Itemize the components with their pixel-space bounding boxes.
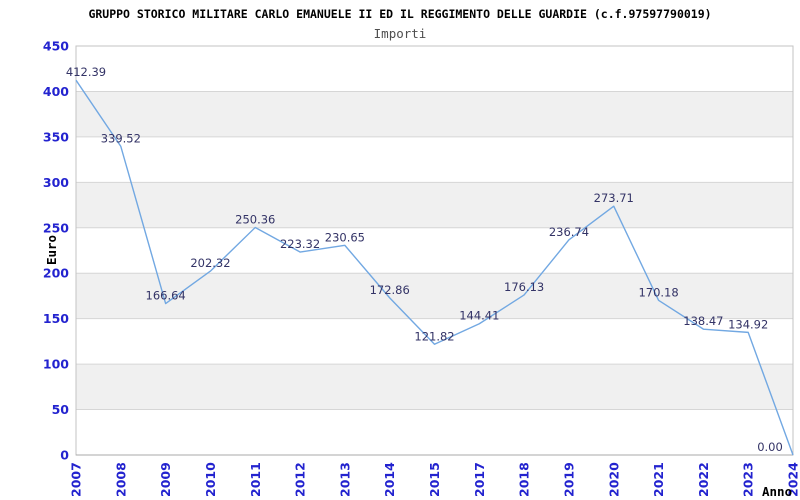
- x-tick-label: 2022: [696, 462, 711, 497]
- data-point-label: 134.92: [728, 317, 768, 331]
- x-tick-label: 2008: [113, 462, 128, 497]
- x-tick-label: 2011: [248, 462, 263, 497]
- data-line: [75, 79, 794, 456]
- y-tick-label: 400: [43, 84, 69, 99]
- plot-band: [76, 91, 793, 137]
- x-tick-label: 2017: [472, 462, 487, 497]
- x-axis-title: Anno: [762, 484, 792, 499]
- data-point-label: 236.74: [549, 225, 589, 239]
- y-tick-label: 200: [43, 266, 69, 281]
- data-point-label: 176.13: [504, 280, 544, 294]
- y-tick-label: 100: [43, 357, 69, 372]
- x-tick-label: 2013: [337, 462, 352, 497]
- x-tick-label: 2021: [651, 462, 666, 497]
- data-point-label: 339.52: [101, 131, 141, 145]
- chart-subtitle: Importi: [373, 26, 427, 41]
- data-point-label: 202.32: [190, 256, 230, 270]
- data-point-label: 138.47: [683, 314, 723, 328]
- x-tick-label: 2015: [427, 462, 442, 497]
- x-tick-label: 2012: [293, 462, 308, 497]
- x-tick-label: 2024: [786, 462, 800, 497]
- y-tick-label: 350: [43, 129, 69, 144]
- y-tick-label: 50: [52, 402, 70, 417]
- plot-band: [76, 364, 793, 410]
- x-tick-label: 2014: [382, 462, 397, 497]
- chart-title: GRUPPO STORICO MILITARE CARLO EMANUELE I…: [88, 7, 712, 21]
- data-point-label: 273.71: [594, 191, 634, 205]
- data-point-label: 170.18: [638, 285, 678, 299]
- y-tick-label: 0: [60, 448, 69, 463]
- data-point-label: 250.36: [235, 212, 275, 226]
- x-tick-label: 2007: [69, 462, 84, 497]
- x-tick-label: 2020: [606, 462, 621, 497]
- x-tick-label: 2018: [517, 462, 532, 497]
- plot-band: [76, 273, 793, 319]
- x-tick-label: 2023: [741, 462, 756, 497]
- y-tick-label: 300: [43, 175, 69, 190]
- x-tick-label: 2010: [203, 462, 218, 497]
- x-tick-label: 2019: [561, 462, 576, 497]
- data-point-label: 166.64: [146, 289, 186, 303]
- data-point-label: 121.82: [414, 329, 454, 343]
- data-point-label: 144.41: [459, 309, 499, 323]
- y-tick-label: 150: [43, 311, 69, 326]
- y-axis-title: Euro: [44, 235, 59, 265]
- data-point-label: 230.65: [325, 230, 365, 244]
- y-tick-label: 450: [43, 39, 69, 54]
- y-tick-label: 250: [43, 220, 69, 235]
- data-point-label: 0.00: [757, 440, 783, 454]
- plot-band: [76, 182, 793, 228]
- data-point-label: 412.39: [66, 65, 106, 79]
- x-tick-label: 2009: [158, 462, 173, 497]
- data-point-label: 223.32: [280, 237, 320, 251]
- data-point-label: 172.86: [370, 283, 410, 297]
